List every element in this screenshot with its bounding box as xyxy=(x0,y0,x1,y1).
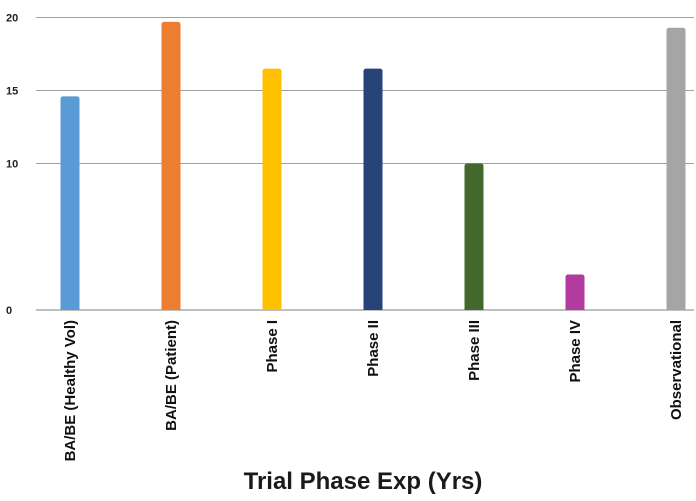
bars xyxy=(60,21,686,310)
x-category-label: Phase III xyxy=(466,320,483,381)
x-category-label: BA/BE (Healthy Vol) xyxy=(62,320,79,461)
bar-base xyxy=(262,306,282,310)
x-category-label: Phase I xyxy=(264,320,281,373)
y-axis-ticks: 010152025 xyxy=(6,13,18,318)
x-category-label: Observational xyxy=(668,320,685,420)
bar-base xyxy=(666,306,686,310)
bar-group xyxy=(262,68,282,310)
bar-base xyxy=(464,306,484,310)
y-tick-label: 10 xyxy=(6,159,18,171)
bar xyxy=(666,27,686,310)
bar-group xyxy=(161,21,181,310)
bar-group xyxy=(363,68,383,310)
bar xyxy=(363,68,383,310)
bar-base xyxy=(565,306,585,310)
bar-group xyxy=(565,274,585,310)
bar xyxy=(262,68,282,310)
bar xyxy=(464,163,484,310)
bar-base xyxy=(60,306,80,310)
x-category-label: Phase IV xyxy=(567,320,584,383)
bar-group xyxy=(666,27,686,310)
bar xyxy=(161,21,181,310)
bar-base xyxy=(161,306,181,310)
y-tick-label: 15 xyxy=(6,86,18,98)
x-category-label: BA/BE (Patient) xyxy=(163,320,180,431)
bar xyxy=(60,96,80,310)
y-tick-label: 0 xyxy=(6,305,12,317)
x-axis-title: Trial Phase Exp (Yrs) xyxy=(244,468,483,495)
x-category-label: Phase II xyxy=(365,320,382,377)
x-axis-category-labels: BA/BE (Healthy Vol) BA/BE (Patient) Phase … xyxy=(62,320,685,461)
bar-base xyxy=(363,306,383,310)
bar-group xyxy=(464,163,484,310)
y-tick-label: 20 xyxy=(6,13,18,25)
bar xyxy=(565,274,585,310)
bar-group xyxy=(60,96,80,310)
